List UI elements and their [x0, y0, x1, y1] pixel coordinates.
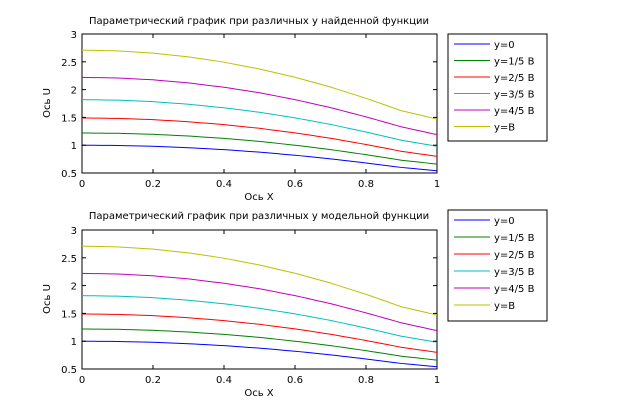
x-tick-label: 0.2	[145, 375, 161, 386]
legend-label: y=B	[494, 123, 515, 134]
x-axis-label: Ось X	[244, 388, 273, 399]
series-line	[81, 76, 438, 136]
chart-title: Параметрический график при различных y м…	[89, 211, 429, 222]
x-tick-label: 0.4	[216, 179, 232, 190]
subplot-model-function: Параметрический график при различных y м…	[42, 209, 548, 399]
y-tick-label: 1.5	[61, 309, 77, 320]
legend-label: y=B	[494, 301, 515, 312]
legend-label: y=1/5 B	[494, 57, 535, 68]
y-tick-layer: 0.5 1 1.5 2 2.5 3	[61, 226, 437, 376]
y-tick-label: 0.5	[61, 169, 77, 180]
y-tick-label: 2	[71, 86, 77, 97]
y-tick-label: 2	[71, 282, 77, 293]
x-tick-label: 0.8	[358, 375, 374, 386]
x-tick-label: 1	[434, 179, 440, 190]
y-tick-label: 3	[71, 226, 77, 237]
series-line	[81, 117, 438, 157]
x-tick-label: 0.6	[287, 375, 303, 386]
x-axis-label: Ось X	[244, 192, 273, 203]
x-tick-label: 0.4	[216, 375, 232, 386]
series-line	[81, 144, 438, 172]
legend-box	[447, 209, 548, 322]
x-tick-layer: 0 0.2 0.4 0.6 0.8 1	[79, 230, 440, 386]
y-tick-label: 2.5	[61, 254, 77, 265]
subplot-found-function: Параметрический график при различных y н…	[42, 16, 548, 203]
y-tick-label: 2.5	[61, 58, 77, 69]
y-axis-label: Ось U	[42, 88, 53, 118]
series-line	[81, 295, 438, 343]
y-tick-label: 3	[71, 30, 77, 41]
x-tick-label: 0	[79, 179, 85, 190]
series-line	[81, 99, 438, 147]
y-tick-label: 1	[71, 337, 77, 348]
axes-box	[81, 229, 438, 370]
axes-box	[81, 33, 438, 174]
legend-label: y=2/5 B	[494, 73, 535, 84]
legend-label: y=4/5 B	[494, 284, 535, 295]
legend-box	[447, 33, 548, 142]
legend-label: y=2/5 B	[494, 250, 535, 261]
legend-items: y=0 y=1/5 B y=2/5 B y=3/5 B y=4/5 B y=B	[454, 40, 535, 134]
x-tick-label: 0.6	[287, 179, 303, 190]
series-line	[81, 272, 438, 332]
x-tick-label: 1	[434, 375, 440, 386]
legend-label: y=0	[494, 40, 515, 51]
legend-items: y=0 y=1/5 B y=2/5 B y=3/5 B y=4/5 B y=B	[454, 216, 535, 312]
series-line	[81, 328, 438, 361]
legend-label: y=0	[494, 216, 515, 227]
series-line	[81, 340, 438, 368]
series-line	[81, 49, 438, 120]
x-tick-layer: 0 0.2 0.4 0.6 0.8 1	[79, 34, 440, 190]
legend-label: y=1/5 B	[494, 233, 535, 244]
x-tick-label: 0	[79, 375, 85, 386]
legend: y=0 y=1/5 B y=2/5 B y=3/5 B y=4/5 B y=B	[447, 209, 548, 322]
y-tick-label: 1	[71, 141, 77, 152]
legend-label: y=3/5 B	[494, 90, 535, 101]
series-line	[81, 313, 438, 353]
x-tick-label: 0.2	[145, 179, 161, 190]
legend-label: y=4/5 B	[494, 106, 535, 117]
series-line	[81, 245, 438, 316]
y-axis-label: Ось U	[42, 284, 53, 314]
series-line	[81, 132, 438, 165]
y-tick-layer: 0.5 1 1.5 2 2.5 3	[61, 30, 437, 180]
legend-label: y=3/5 B	[494, 267, 535, 278]
series-layer	[81, 245, 438, 368]
y-tick-label: 1.5	[61, 113, 77, 124]
chart-title: Параметрический график при различных y н…	[89, 16, 429, 27]
series-layer	[81, 49, 438, 172]
legend: y=0 y=1/5 B y=2/5 B y=3/5 B y=4/5 B y=B	[447, 33, 548, 142]
y-tick-label: 0.5	[61, 365, 77, 376]
x-tick-label: 0.8	[358, 179, 374, 190]
